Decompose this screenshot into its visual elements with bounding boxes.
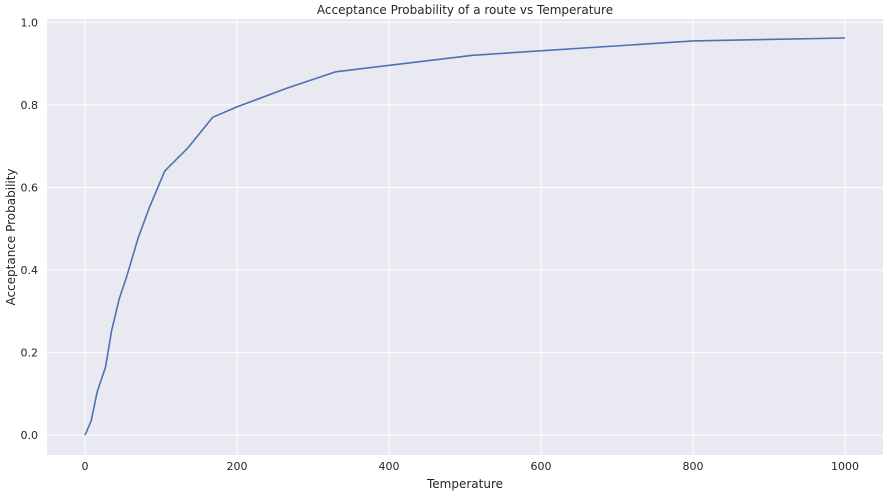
x-axis-label: Temperature xyxy=(426,477,503,491)
chart-title: Acceptance Probability of a route vs Tem… xyxy=(317,3,613,17)
y-tick-label: 0.6 xyxy=(21,181,39,194)
series-line xyxy=(84,37,846,436)
plot-area xyxy=(47,19,883,455)
x-tick-label: 200 xyxy=(227,460,248,473)
x-tick-labels: 0 200 400 600 800 1000 xyxy=(82,460,860,473)
x-tick-label: 800 xyxy=(683,460,704,473)
y-tick-label: 0.4 xyxy=(21,264,39,277)
series-layer xyxy=(84,37,846,436)
y-tick-label: 0.0 xyxy=(21,429,39,442)
x-tick-label: 1000 xyxy=(831,460,859,473)
x-tick-label: 600 xyxy=(531,460,552,473)
x-tick-label: 400 xyxy=(379,460,400,473)
y-axis-label: Acceptance Probability xyxy=(4,168,18,305)
y-tick-label: 1.0 xyxy=(21,16,39,29)
y-tick-labels: 0.0 0.2 0.4 0.6 0.8 1.0 xyxy=(21,16,39,442)
y-tick-label: 0.8 xyxy=(21,99,39,112)
grid-lines xyxy=(47,19,883,455)
y-tick-label: 0.2 xyxy=(21,347,39,360)
x-tick-label: 0 xyxy=(82,460,89,473)
